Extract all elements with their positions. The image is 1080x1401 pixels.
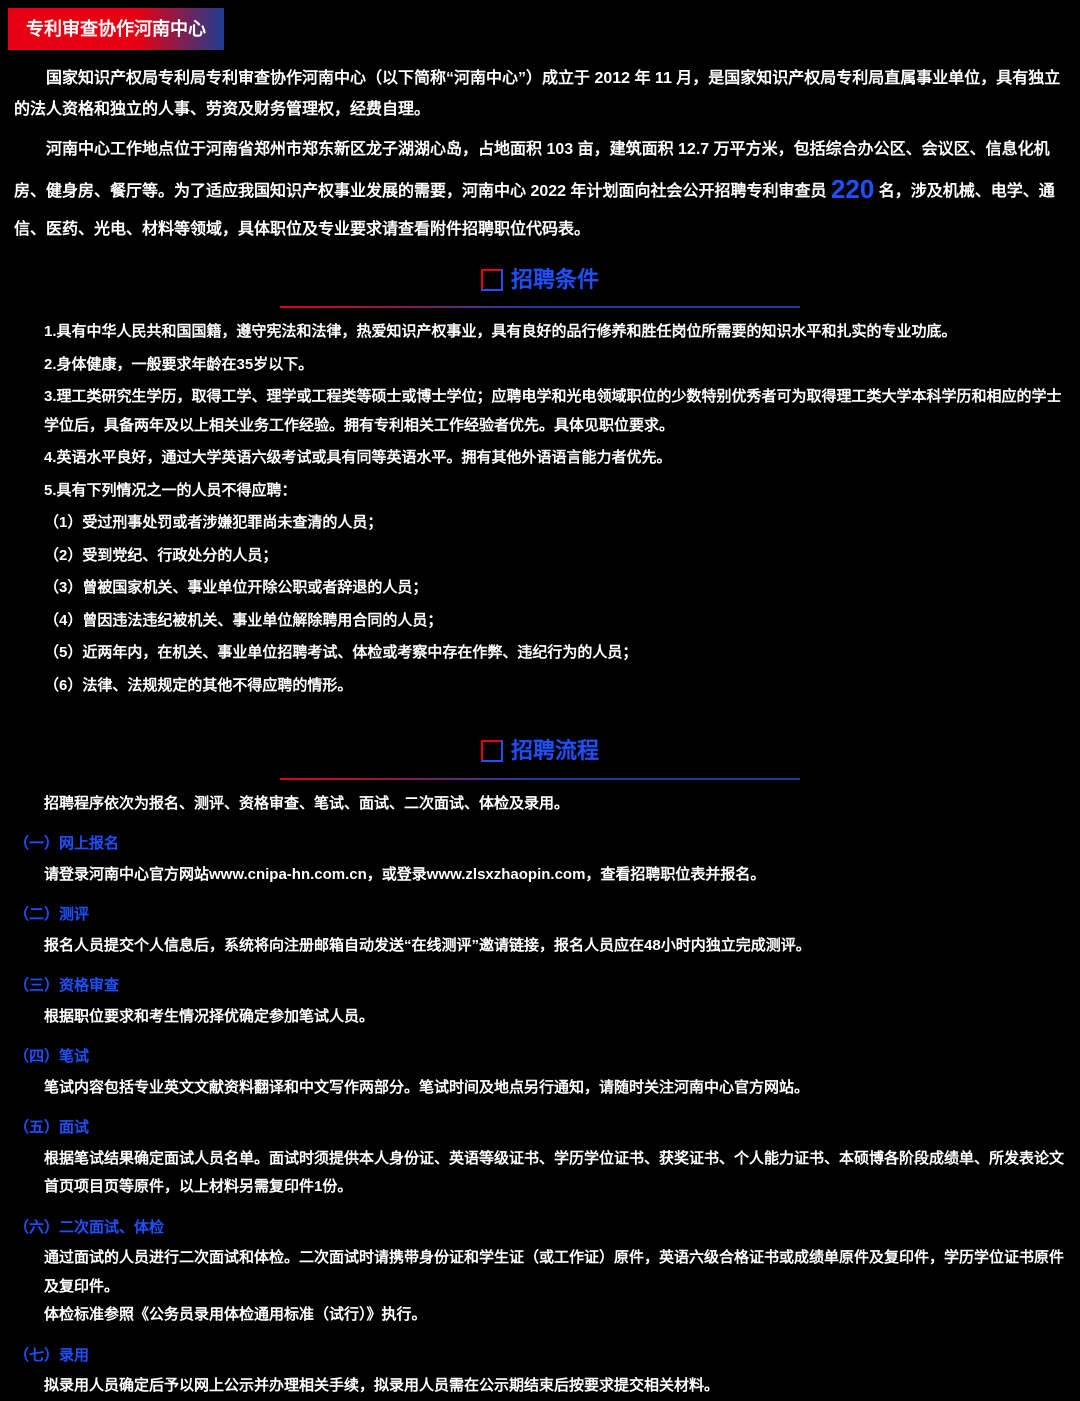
section-conditions-header: 招聘条件	[14, 259, 1066, 308]
step-body: 根据职位要求和考生情况择优确定参加笔试人员。	[14, 1003, 1066, 1032]
step-title: （三）资格审查	[14, 972, 1066, 1001]
step-body: 笔试内容包括专业英文文献资料翻译和中文写作两部分。笔试时间及地点另行通知，请随时…	[14, 1074, 1066, 1103]
step-title: （七）录用	[14, 1342, 1066, 1371]
condition-item: 2.身体健康，一般要求年龄在35岁以下。	[44, 351, 1066, 380]
step-title: （五）面试	[14, 1114, 1066, 1143]
conditions-list: 1.具有中华人民共和国国籍，遵守宪法和法律，热爱知识产权事业，具有良好的品行修养…	[14, 318, 1066, 700]
condition-item: 3.理工类研究生学历，取得工学、理学或工程类等硕士或博士学位；应聘电学和光电领域…	[44, 383, 1066, 440]
section-divider	[280, 306, 800, 308]
section-divider	[280, 778, 800, 780]
hire-count: 220	[831, 174, 874, 204]
step-body: 通过面试的人员进行二次面试和体检。二次面试时请携带身份证和学生证（或工作证）原件…	[14, 1244, 1066, 1301]
step-title: （二）测评	[14, 901, 1066, 930]
condition-subitem: （2）受到党纪、行政处分的人员；	[44, 542, 1066, 571]
condition-item: 4.英语水平良好，通过大学英语六级考试或具有同等英语水平。拥有其他外语语言能力者…	[44, 444, 1066, 473]
step-title: （六）二次面试、体检	[14, 1214, 1066, 1243]
step-title: （四）笔试	[14, 1043, 1066, 1072]
step-title: （一）网上报名	[14, 830, 1066, 859]
section-conditions-title: 招聘条件	[511, 259, 599, 301]
section-process-title: 招聘流程	[511, 730, 599, 772]
condition-subitem: （4）曾因违法违纪被机关、事业单位解除聘用合同的人员；	[44, 607, 1066, 636]
header-badge: 专利审查协作河南中心	[8, 8, 224, 50]
section-icon	[481, 740, 503, 762]
step-body: 根据笔试结果确定面试人员名单。面试时须提供本人身份证、英语等级证书、学历学位证书…	[14, 1145, 1066, 1202]
intro-paragraph-2: 河南中心工作地点位于河南省郑州市郑东新区龙子湖湖心岛，占地面积 103 亩，建筑…	[14, 135, 1066, 245]
step-body: 报名人员提交个人信息后，系统将向注册邮箱自动发送“在线测评”邀请链接，报名人员应…	[14, 932, 1066, 961]
condition-subitem: （3）曾被国家机关、事业单位开除公职或者辞退的人员；	[44, 574, 1066, 603]
step-body: 体检标准参照《公务员录用体检通用标准（试行）》执行。	[14, 1301, 1066, 1330]
section-icon	[481, 269, 503, 291]
condition-subitem: （6）法律、法规规定的其他不得应聘的情形。	[44, 672, 1066, 701]
intro-paragraph-1: 国家知识产权局专利局专利审查协作河南中心（以下简称“河南中心”）成立于 2012…	[14, 64, 1066, 125]
condition-subitem: （5）近两年内，在机关、事业单位招聘考试、体检或考察中存在作弊、违纪行为的人员；	[44, 639, 1066, 668]
step-body: 请登录河南中心官方网站www.cnipa-hn.com.cn，或登录www.zl…	[14, 861, 1066, 890]
section-process-header: 招聘流程	[14, 730, 1066, 779]
condition-item: 5.具有下列情况之一的人员不得应聘：	[44, 477, 1066, 506]
step-body: 拟录用人员确定后予以网上公示并办理相关手续，拟录用人员需在公示期结束后按要求提交…	[14, 1372, 1066, 1401]
condition-item: 1.具有中华人民共和国国籍，遵守宪法和法律，热爱知识产权事业，具有良好的品行修养…	[44, 318, 1066, 347]
process-intro: 招聘程序依次为报名、测评、资格审查、笔试、面试、二次面试、体检及录用。	[14, 790, 1066, 819]
content-region: 国家知识产权局专利局专利审查协作河南中心（以下简称“河南中心”）成立于 2012…	[0, 64, 1080, 1401]
condition-subitem: （1）受过刑事处罚或者涉嫌犯罪尚未查清的人员；	[44, 509, 1066, 538]
